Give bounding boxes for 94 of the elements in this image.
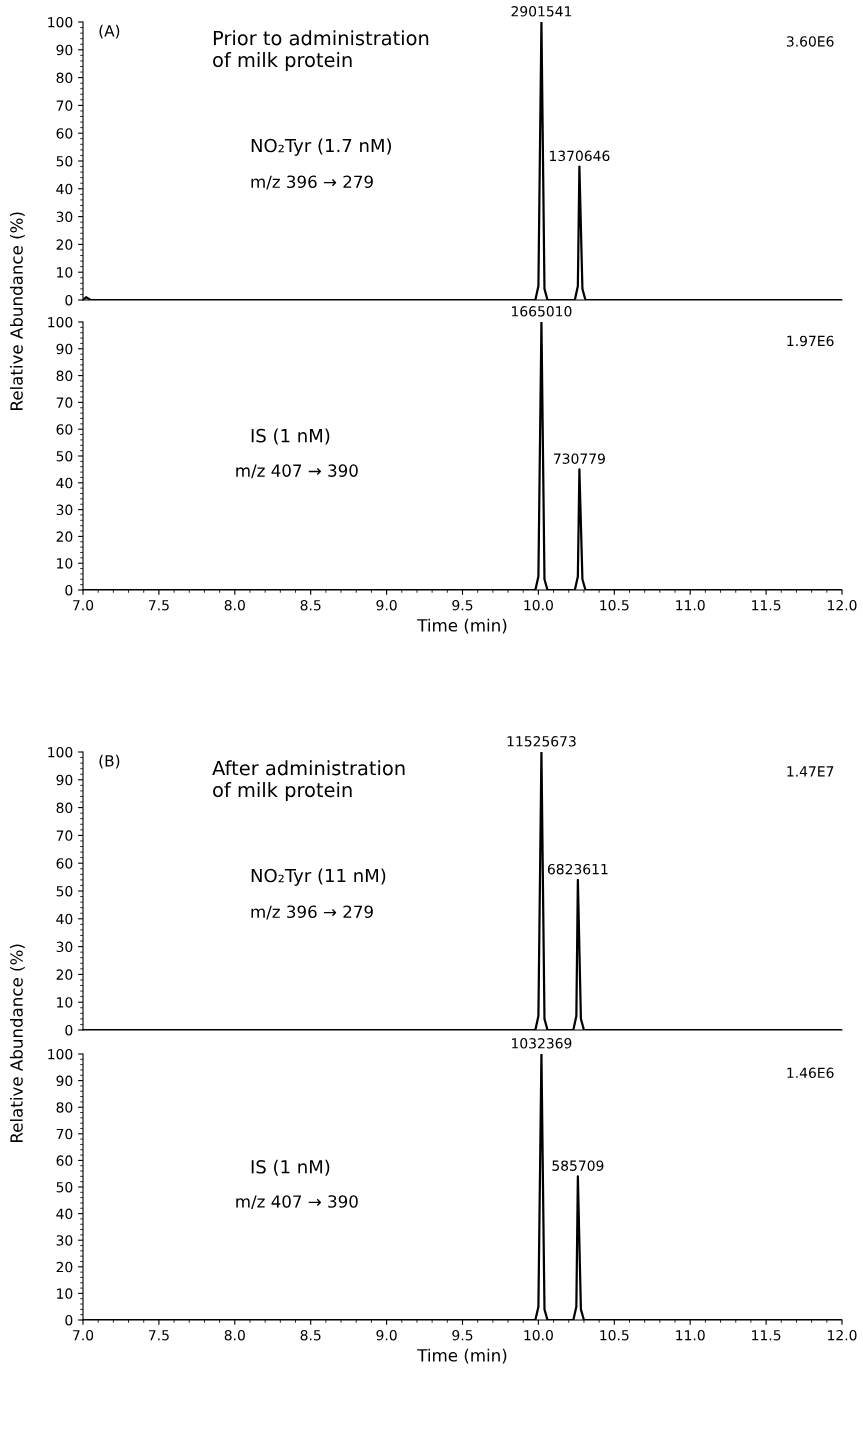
y-tick-label: 10 (57, 1288, 73, 1299)
x-tick-label: 11.5 (752, 1330, 781, 1341)
y-tick-label: 100 (48, 1048, 73, 1060)
x-tick-label: 11.0 (676, 1329, 705, 1341)
x-tick-label: 9.5 (452, 599, 473, 611)
annotation: (A) (99, 24, 120, 39)
y-tick-label: 20 (56, 531, 73, 542)
annotation: 585709 (552, 1160, 604, 1171)
annotation: 1665010 (512, 306, 572, 317)
y-tick-label: 40 (56, 913, 73, 925)
x-tick-label: 8.0 (224, 599, 245, 611)
annotation: 1370646 (549, 150, 610, 162)
y-tick-label: 50 (56, 885, 73, 897)
x-tick-label: 8.5 (300, 599, 321, 611)
y-tick-label: 40 (56, 183, 73, 195)
y-tick-label: 20 (56, 1261, 73, 1273)
annotation: NO₂Tyr (11 nM) (251, 868, 386, 886)
y-tick-label: 90 (56, 44, 73, 56)
y-axis-title: Relative Abundance (%) (9, 944, 25, 1142)
annotation: After administration of milk protein (212, 760, 405, 801)
x-tick-label: 7.5 (149, 1330, 169, 1341)
x-tick-label: 10.5 (600, 1329, 629, 1341)
annotation: 1.46E6 (787, 1067, 834, 1079)
x-tick-label: 9.5 (452, 1329, 473, 1341)
x-tick-label: 8.5 (300, 1329, 321, 1341)
y-tick-label: 30 (56, 1235, 73, 1246)
y-tick-label: 60 (56, 424, 73, 435)
annotation: m/z 396 → 279 (251, 905, 373, 920)
y-tick-label: 50 (56, 155, 73, 167)
y-tick-label: 90 (56, 774, 73, 786)
annotation: NO₂Tyr (1.7 nM) (251, 138, 391, 156)
y-tick-label: 80 (56, 802, 73, 814)
annotation: m/z 407 → 390 (236, 1195, 358, 1210)
y-tick-label: 0 (65, 1024, 73, 1036)
annotation: 3.60E6 (786, 36, 834, 47)
x-tick-label: 9.0 (376, 599, 397, 611)
x-tick-label: 10.5 (600, 599, 629, 611)
annotation: 11525673 (507, 736, 576, 747)
x-axis-title: Time (min) (417, 618, 507, 634)
y-tick-label: 20 (56, 239, 73, 250)
annotation: 1.47E7 (787, 766, 834, 777)
x-axis-title: Time (min) (417, 1348, 507, 1364)
y-tick-label: 70 (56, 100, 73, 111)
y-tick-label: 60 (56, 1155, 73, 1166)
y-tick-label: 0 (65, 1314, 73, 1326)
y-tick-label: 80 (56, 370, 73, 382)
y-tick-label: 0 (65, 584, 73, 596)
annotation: 1032369 (512, 1038, 572, 1049)
x-tick-label: 7.0 (73, 1329, 94, 1341)
y-tick-label: 90 (56, 1075, 73, 1087)
annotation: (B) (99, 754, 120, 769)
x-tick-label: 9.0 (376, 1329, 397, 1341)
y-tick-label: 100 (48, 16, 73, 28)
annotation: m/z 396 → 279 (251, 175, 373, 190)
x-tick-label: 12.0 (828, 1329, 857, 1341)
y-tick-label: 10 (57, 558, 73, 569)
y-tick-label: 60 (56, 128, 73, 139)
y-tick-label: 80 (56, 72, 73, 84)
x-tick-label: 11.5 (752, 600, 781, 611)
x-tick-label: 11.0 (676, 599, 705, 611)
y-tick-label: 40 (56, 477, 73, 489)
y-tick-label: 40 (56, 1208, 73, 1220)
x-tick-label: 8.0 (224, 1329, 245, 1341)
y-tick-label: 50 (56, 450, 73, 462)
annotation: 1.97E6 (787, 335, 834, 347)
y-tick-label: 20 (56, 969, 73, 980)
y-tick-label: 100 (48, 316, 73, 328)
annotation: m/z 407 → 390 (236, 464, 358, 479)
annotation: IS (1 nM) (251, 1159, 330, 1176)
annotation: IS (1 nM) (251, 428, 330, 445)
y-tick-label: 70 (56, 1128, 73, 1140)
y-axis-title: Relative Abundance (%) (9, 212, 25, 410)
annotation: Prior to administration of milk protein (213, 30, 429, 71)
y-tick-label: 30 (56, 941, 73, 953)
x-tick-label: 10.0 (524, 599, 553, 611)
x-tick-label: 10.0 (524, 1329, 553, 1341)
y-tick-label: 70 (56, 830, 73, 841)
y-tick-label: 90 (56, 343, 73, 355)
y-tick-label: 30 (56, 211, 73, 223)
y-tick-label: 10 (57, 267, 73, 278)
y-tick-label: 30 (56, 504, 73, 516)
annotation: 730779 (554, 453, 605, 464)
y-tick-label: 0 (65, 294, 73, 306)
annotation: 6823611 (547, 863, 608, 875)
x-tick-label: 12.0 (828, 599, 857, 611)
x-tick-label: 7.5 (149, 600, 169, 611)
y-tick-label: 70 (56, 397, 73, 408)
y-tick-label: 60 (56, 858, 73, 869)
y-tick-label: 10 (57, 997, 73, 1008)
y-tick-label: 50 (56, 1181, 73, 1193)
x-tick-label: 7.0 (73, 599, 94, 611)
annotation: 2901541 (511, 6, 572, 17)
y-tick-label: 100 (48, 746, 73, 758)
y-tick-label: 80 (56, 1102, 73, 1113)
